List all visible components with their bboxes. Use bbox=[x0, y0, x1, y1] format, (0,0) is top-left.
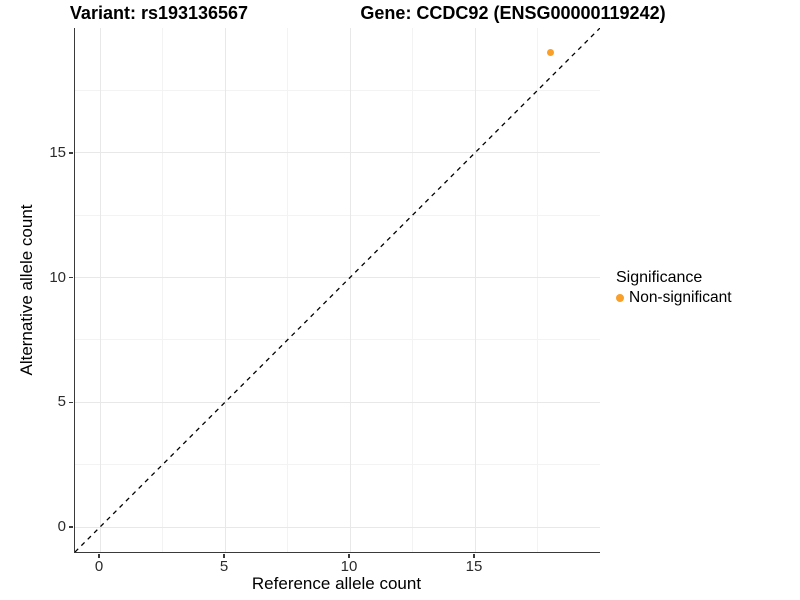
plot-panel bbox=[74, 28, 600, 553]
gridline-major-horizontal bbox=[75, 152, 600, 154]
legend: Significance Non-significant bbox=[616, 268, 732, 307]
gridline-major-horizontal bbox=[75, 526, 600, 528]
gridline-major-horizontal bbox=[75, 401, 600, 403]
legend-title: Significance bbox=[616, 269, 703, 286]
x-tick-mark bbox=[98, 553, 100, 558]
gridline-minor-vertical bbox=[287, 28, 288, 552]
y-tick-label: 10 bbox=[49, 268, 66, 286]
plot-title-variant: Variant: rs193136567 bbox=[69, 3, 249, 23]
legend-point-icon bbox=[616, 294, 624, 302]
y-axis-title: Alternative allele count bbox=[17, 204, 36, 376]
identity-line bbox=[75, 28, 600, 552]
legend-entry: Non-significant bbox=[616, 289, 732, 307]
gridline-major-vertical bbox=[99, 28, 101, 552]
data-point bbox=[546, 49, 554, 57]
plot-title-gene: Gene: CCDC92 (ENSG00000119242) bbox=[360, 3, 666, 23]
y-tick-mark bbox=[68, 526, 73, 528]
gridline-minor-horizontal bbox=[75, 464, 600, 466]
gridline-minor-vertical bbox=[162, 28, 163, 552]
y-tick-label: 5 bbox=[57, 393, 66, 411]
legend-entry-label: Non-significant bbox=[629, 289, 732, 306]
x-tick-label: 5 bbox=[219, 558, 229, 575]
gridline-minor-horizontal bbox=[75, 89, 600, 91]
gridline-major-horizontal bbox=[75, 277, 600, 279]
gridline-major-vertical bbox=[349, 28, 351, 552]
gridline-minor-vertical bbox=[537, 28, 538, 552]
gridline-major-vertical bbox=[474, 28, 476, 552]
y-tick-mark bbox=[68, 276, 73, 279]
y-tick-label: 15 bbox=[49, 143, 66, 161]
y-tick-mark bbox=[68, 401, 73, 404]
x-tick-label: 10 bbox=[340, 558, 358, 575]
gridline-minor-horizontal bbox=[75, 214, 600, 216]
x-tick-mark bbox=[348, 553, 350, 558]
gridline-minor-horizontal bbox=[75, 339, 600, 341]
x-axis-title: Reference allele count bbox=[251, 574, 422, 593]
x-tick-label: 15 bbox=[465, 558, 483, 575]
gridline-minor-vertical bbox=[412, 28, 413, 552]
x-tick-mark bbox=[223, 553, 225, 558]
x-tick-mark bbox=[473, 553, 475, 558]
gridline-major-vertical bbox=[224, 28, 226, 552]
x-tick-label: 0 bbox=[94, 558, 104, 575]
y-tick-mark bbox=[68, 152, 73, 154]
y-tick-label: 0 bbox=[57, 518, 66, 536]
